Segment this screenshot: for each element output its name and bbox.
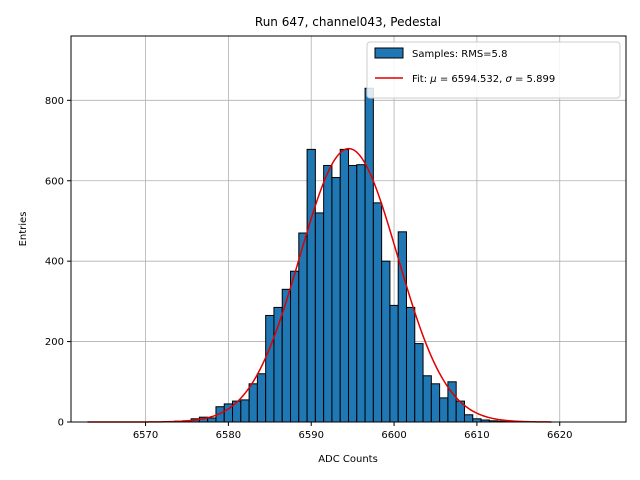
histogram-bar: [348, 164, 358, 423]
legend-swatch-bars: [374, 47, 404, 59]
fit-mu-symbol: μ: [429, 74, 436, 85]
x-tick-label: 6610: [464, 430, 489, 441]
histogram-bar: [430, 383, 441, 423]
histogram-bar: [405, 306, 416, 423]
histogram-bar: [240, 399, 250, 423]
histogram-bar: [256, 373, 267, 423]
histogram-bar: [290, 270, 300, 423]
fit-mu-value: = 6594.532,: [437, 74, 506, 85]
histogram-bar: [323, 164, 333, 423]
x-tick-label: 6590: [298, 430, 323, 441]
histogram-bar: [389, 304, 399, 423]
y-tick-label: 200: [45, 337, 64, 348]
legend-label-fit: Fit: μ = 6594.532, σ = 5.899: [412, 74, 555, 85]
y-tick-label: 400: [45, 257, 64, 268]
histogram-bar: [414, 343, 424, 423]
histogram-bar: [364, 87, 374, 423]
fit-sigma-value: = 5.899: [512, 74, 555, 85]
histogram-bar: [207, 417, 217, 423]
histogram-bar: [422, 375, 432, 423]
histogram-bar: [381, 260, 391, 423]
histogram-bar: [298, 232, 308, 423]
histogram-bar: [331, 177, 341, 423]
histogram-bar: [372, 202, 383, 423]
histogram-bar: [265, 314, 275, 423]
x-tick-label: 6570: [133, 430, 158, 441]
histogram-bar: [306, 148, 316, 423]
histogram-bar: [339, 148, 350, 423]
plot-frame: [70, 35, 627, 423]
fit-sigma-symbol: σ: [505, 74, 512, 85]
x-tick-label: 6580: [216, 430, 241, 441]
legend-box: [366, 41, 621, 99]
histogram-bar: [314, 212, 325, 423]
x-axis-label: ADC Counts: [318, 454, 378, 465]
y-tick-label: 800: [45, 96, 64, 107]
x-tick-label: 6600: [381, 430, 406, 441]
y-tick-label: 600: [45, 176, 64, 187]
legend: Samples: RMS=5.8 Fit: μ = 6594.532, σ = …: [366, 41, 621, 99]
chart-title: Run 647, channel043, Pedestal: [255, 15, 441, 29]
y-axis-label: Entries: [18, 212, 29, 247]
x-tick-label: 6620: [547, 430, 572, 441]
histogram-bar: [356, 164, 366, 423]
histogram-bar: [439, 397, 449, 423]
histogram-bar: [463, 414, 474, 423]
fit-label-prefix: Fit:: [412, 74, 430, 85]
y-tick-label: 0: [58, 418, 64, 429]
legend-label-bars: Samples: RMS=5.8: [412, 49, 507, 60]
histogram-bar: [248, 383, 258, 423]
x-axis-ticks: 6570 6580 6590 6600 6610 6620: [133, 422, 572, 441]
y-axis-ticks: 0 200 400 600 800: [45, 96, 71, 429]
